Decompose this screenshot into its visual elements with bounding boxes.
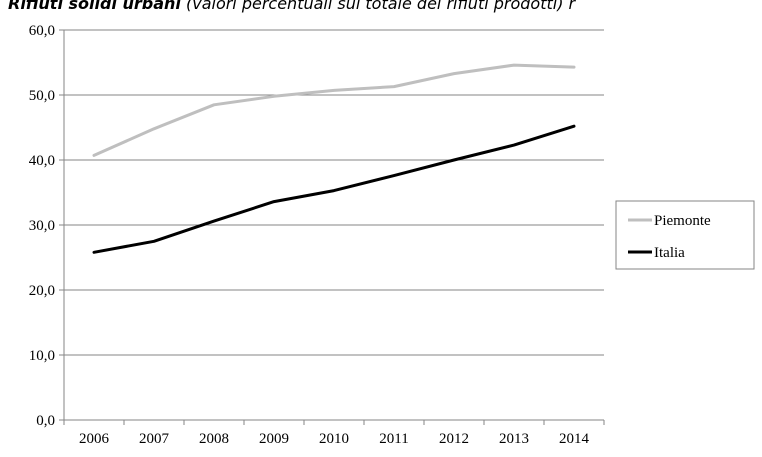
axes: [59, 29, 605, 425]
series-lines: [92, 63, 576, 254]
chart-title: Rifiuti solidi urbani (valori percentual…: [8, 0, 575, 13]
y-tick-label: 20,0: [29, 283, 55, 299]
x-tick-label: 2013: [499, 431, 529, 447]
y-tick-label: 30,0: [29, 218, 55, 234]
gridlines: [64, 29, 604, 356]
legend: Piemonte Italia: [615, 200, 755, 270]
legend-label: Italia: [654, 245, 685, 261]
x-tick-label: 2014: [559, 431, 590, 447]
y-axis-ticks: 0,0 10,0 20,0 30,0 40,0 50,0 60,0: [29, 23, 55, 429]
y-tick-label: 50,0: [29, 88, 55, 104]
legend-label: Piemonte: [654, 213, 711, 229]
x-tick-label: 2008: [199, 431, 229, 447]
y-tick-label: 60,0: [29, 23, 55, 39]
chart-title-bold: Rifiuti solidi urbani: [8, 0, 181, 13]
x-tick-label: 2007: [139, 431, 170, 447]
x-tick-label: 2010: [319, 431, 349, 447]
series-line-piemonte: [92, 63, 576, 157]
y-tick-label: 10,0: [29, 348, 55, 364]
y-tick-label: 0,0: [36, 413, 55, 429]
x-tick-label: 2012: [439, 431, 469, 447]
x-tick-label: 2009: [259, 431, 289, 447]
legend-box: [615, 200, 755, 270]
series-line-italia: [92, 124, 576, 254]
x-tick-label: 2011: [379, 431, 408, 447]
x-tick-label: 2006: [79, 431, 110, 447]
y-tick-label: 40,0: [29, 153, 55, 169]
x-axis-ticks: 2006 2007 2008 2009 2010 2011 2012 2013 2014: [79, 431, 590, 447]
chart-title-subtitle: (valori percentuali sul totale dei rifiu…: [180, 0, 576, 13]
